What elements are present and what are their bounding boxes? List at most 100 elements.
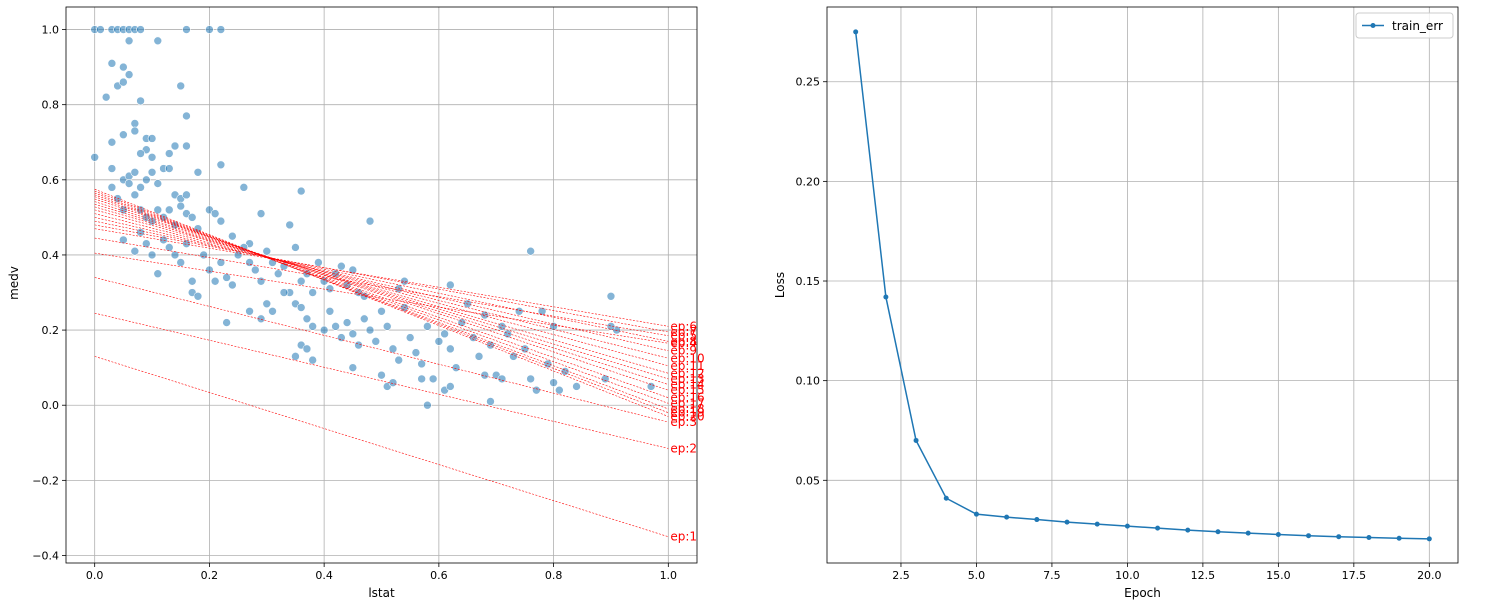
scatter-point <box>359 314 369 324</box>
scatter-point <box>228 231 237 241</box>
train-err-point <box>853 29 859 35</box>
scatter-point <box>417 359 426 369</box>
regression-line-label: ep:3 <box>670 415 697 429</box>
train-err-point <box>1426 536 1432 542</box>
scatter-point <box>474 352 484 361</box>
scatter-point <box>147 152 157 162</box>
scatter-point <box>388 344 398 354</box>
scatter-point <box>176 201 186 211</box>
scatter-point <box>526 374 535 384</box>
scatter-point <box>451 363 461 372</box>
regression-line-label: ep:16 <box>670 391 704 405</box>
scatter-point <box>262 246 272 256</box>
loss-axes: 2.5 5.0 7.5 10.0 12.5 15.0 17.5 20.0 0.05 0.10 0.1… <box>796 6 1459 582</box>
regression-line-label: ep:6 <box>670 319 697 333</box>
loss-y-tick-label: 0.05 <box>796 474 821 487</box>
scatter-point <box>153 36 163 46</box>
loss-gridlines <box>827 7 1458 563</box>
scatter-point <box>486 397 495 406</box>
loss-y-tick-label: 0.15 <box>796 275 821 288</box>
regression-line <box>94 209 669 367</box>
scatter-point <box>124 36 134 46</box>
loss-x-tick-label: 17.5 <box>1342 569 1367 582</box>
scatter-y-tick-label: −0.2 <box>32 474 59 487</box>
scatter-y-tick-label: 0.6 <box>42 174 60 187</box>
scatter-point <box>136 25 145 34</box>
scatter-point <box>296 303 306 312</box>
loss-y-tick-label: 0.20 <box>796 175 821 188</box>
regression-line-label: ep:4 <box>670 336 697 350</box>
train-err-line <box>854 31 1430 540</box>
scatter-point <box>96 25 105 34</box>
regression-line-label: ep:8 <box>670 334 697 348</box>
scatter-point <box>164 149 174 158</box>
regression-line <box>94 237 669 337</box>
scatter-point <box>423 400 432 410</box>
scatter-point <box>411 348 421 357</box>
scatter-point <box>308 355 317 365</box>
regression-line <box>94 220 669 342</box>
regression-line-label: ep:5 <box>670 329 697 343</box>
scatter-point <box>147 134 157 143</box>
scatter-point <box>205 265 214 275</box>
regression-line <box>94 192 669 410</box>
scatter-point <box>308 288 317 297</box>
legend-label-train-err: train_err <box>1392 19 1443 33</box>
scatter-point <box>342 318 352 327</box>
scatter-point <box>182 141 191 151</box>
scatter-x-tick-label: 1.0 <box>660 569 678 582</box>
scatter-point <box>365 216 375 226</box>
scatter-point <box>119 77 128 87</box>
scatter-point <box>147 167 157 177</box>
scatter-axes: 0.0 0.2 0.4 0.6 0.8 1.0 −0.4 −0.2 0.0 0.2 0.4 0.6 0.… <box>32 6 698 582</box>
scatter-point <box>164 243 174 252</box>
train-err-point <box>943 495 949 501</box>
regression-line-label: ep:7 <box>670 325 697 339</box>
scatter-point <box>182 111 191 121</box>
scatter-points <box>90 25 656 410</box>
train-err-point <box>913 437 919 443</box>
scatter-x-tick-label: 0.4 <box>315 569 333 582</box>
scatter-point <box>262 299 272 309</box>
scatter-point <box>394 355 404 365</box>
scatter-point <box>308 322 317 331</box>
scatter-point <box>124 179 134 188</box>
scatter-point <box>182 190 191 200</box>
loss-y-tick-label: 0.10 <box>796 375 821 388</box>
scatter-point <box>291 352 300 361</box>
scatter-point <box>273 269 283 279</box>
scatter-point <box>279 288 289 297</box>
scatter-point <box>480 370 490 380</box>
regression-line-label: ep:17 <box>670 396 704 410</box>
scatter-point <box>153 269 163 279</box>
scatter-point <box>606 322 616 331</box>
scatter-point <box>119 62 128 72</box>
scatter-point <box>130 119 140 128</box>
regression-line <box>94 203 669 380</box>
train-err-point <box>1396 535 1402 541</box>
scatter-point <box>319 325 329 335</box>
scatter-point <box>90 152 99 162</box>
scatter-point <box>434 337 444 346</box>
scatter-point <box>337 261 346 271</box>
regression-line <box>94 213 669 359</box>
scatter-point <box>124 70 134 79</box>
scatter-point <box>520 344 530 354</box>
regression-line-label: ep:10 <box>670 351 704 365</box>
scatter-point <box>136 149 145 158</box>
scatter-point <box>193 291 203 301</box>
scatter-point <box>256 209 266 218</box>
regression-line <box>94 206 669 374</box>
scatter-point <box>130 126 140 136</box>
scatter-point <box>348 363 358 372</box>
loss-x-tick-label: 5.0 <box>968 569 986 582</box>
scatter-point <box>440 329 449 339</box>
scatter-point <box>497 374 507 384</box>
scatter-y-tick-label: −0.4 <box>32 549 59 562</box>
scatter-point <box>239 183 249 192</box>
scatter-point <box>331 322 340 331</box>
loss-x-tick-label: 7.5 <box>1043 569 1061 582</box>
scatter-point <box>600 374 610 384</box>
scatter-point <box>337 333 346 342</box>
